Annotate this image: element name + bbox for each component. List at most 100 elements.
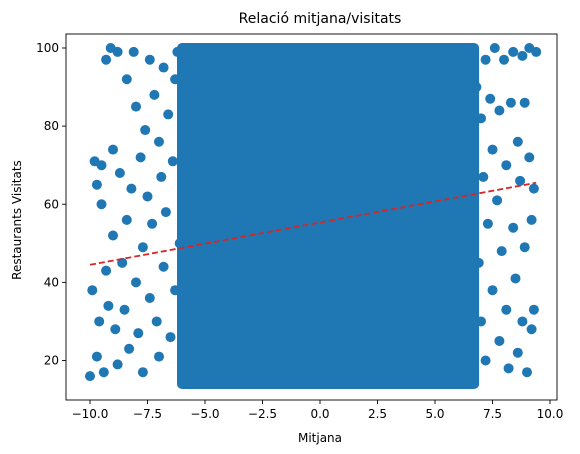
x-tick-label: 10.0 xyxy=(537,407,564,421)
scatter-point xyxy=(170,74,181,85)
chart-title: Relació mitjana/visitats xyxy=(239,11,402,27)
scatter-point xyxy=(165,332,176,343)
trend-line xyxy=(89,181,537,266)
scatter-point xyxy=(167,156,178,167)
x-tick-label: −5.0 xyxy=(190,407,219,421)
scatter-point xyxy=(119,304,130,315)
scatter-point xyxy=(508,46,519,57)
scatter-point xyxy=(478,171,489,182)
scatter-point xyxy=(526,324,537,335)
scatter-point xyxy=(494,105,505,116)
scatter-point xyxy=(524,152,535,163)
scatter-point xyxy=(492,195,503,206)
dense-point-cloud xyxy=(177,43,480,389)
scatter-point xyxy=(124,343,135,354)
scatter-point xyxy=(121,74,132,85)
scatter-point xyxy=(147,218,158,229)
scatter-point xyxy=(510,273,521,284)
scatter-point xyxy=(517,50,528,61)
scatter-point xyxy=(121,214,132,225)
scatter-point xyxy=(519,242,530,253)
scatter-point xyxy=(110,324,121,335)
scatter-point xyxy=(505,97,516,108)
scatter-point xyxy=(128,46,139,57)
scatter-point xyxy=(499,54,509,65)
scatter-point xyxy=(494,335,505,346)
scatter-point xyxy=(154,136,164,147)
scatter-point xyxy=(149,89,160,100)
scatter-point xyxy=(126,183,137,194)
x-axis: −10.0 −7.5 −5.0 −2.5 0.0 2.5 5.0 7.5 10.0 xyxy=(72,400,564,421)
y-tick-label: 40 xyxy=(44,275,59,289)
scatter-point xyxy=(156,171,167,182)
scatter-point xyxy=(480,54,491,65)
x-axis-label: Mitjana xyxy=(298,431,342,445)
scatter-point xyxy=(172,46,183,57)
scatter-point xyxy=(158,62,169,73)
x-tick-label: 5.0 xyxy=(425,407,444,421)
x-tick-label: −2.5 xyxy=(248,407,277,421)
scatter-point xyxy=(142,191,153,202)
scatter-point xyxy=(515,175,526,186)
scatter-point xyxy=(131,277,141,288)
scatter-point xyxy=(144,54,155,65)
scatter-point xyxy=(503,363,514,374)
scatter-point xyxy=(133,328,144,339)
scatter-point xyxy=(112,46,123,57)
x-tick-label: −10.0 xyxy=(72,407,109,421)
scatter-point xyxy=(170,285,181,296)
scatter-point xyxy=(508,222,519,233)
scatter-point xyxy=(174,238,185,249)
scatter-point xyxy=(528,183,539,194)
scatter-point xyxy=(480,355,491,366)
scatter-point xyxy=(487,144,498,155)
x-tick-label: −7.5 xyxy=(133,407,162,421)
plot-frame xyxy=(65,33,558,401)
scatter-point xyxy=(131,101,141,112)
scatter-point xyxy=(496,246,507,257)
scatter-point xyxy=(103,300,114,311)
scatter-point xyxy=(108,144,118,155)
scatter-point xyxy=(519,97,530,108)
scatter-point xyxy=(91,351,102,362)
scatter-point xyxy=(526,214,537,225)
scatter-point xyxy=(101,54,112,65)
scatter-point xyxy=(501,160,512,171)
scatter-point xyxy=(158,261,169,272)
scatter-point xyxy=(522,367,532,378)
scatter-point xyxy=(487,285,498,296)
scatter-point xyxy=(87,285,98,296)
scatter-point xyxy=(137,367,148,378)
scatter-point xyxy=(160,207,171,218)
scatter-point xyxy=(117,257,128,268)
y-axis: 20 40 60 80 100 xyxy=(36,41,66,368)
scatter-point xyxy=(473,257,484,268)
scatter-point xyxy=(94,316,105,327)
scatter-point xyxy=(485,93,496,104)
scatter-point xyxy=(528,304,539,315)
y-tick-label: 100 xyxy=(36,41,59,55)
scatter-point xyxy=(501,304,512,315)
scatter-point xyxy=(114,168,125,178)
y-tick-label: 20 xyxy=(44,354,59,368)
scatter-point xyxy=(471,82,482,93)
x-tick-label: 7.5 xyxy=(483,407,502,421)
scatter-point xyxy=(163,109,174,120)
scatter-point xyxy=(98,367,109,378)
scatter-point xyxy=(489,43,500,53)
scatter-point xyxy=(531,46,542,57)
scatter-points-layer xyxy=(85,43,542,382)
scatter-point xyxy=(517,316,528,327)
scatter-point xyxy=(151,316,162,327)
y-axis-label: Restaurants Visitats xyxy=(10,160,24,280)
x-tick-label: 2.5 xyxy=(368,407,387,421)
scatter-point xyxy=(140,125,151,136)
scatter-point xyxy=(91,179,102,190)
scatter-point xyxy=(476,316,486,327)
y-tick-label: 80 xyxy=(44,119,59,133)
scatter-point xyxy=(101,265,112,276)
dense-points-layer xyxy=(177,43,480,389)
scatter-point xyxy=(96,199,107,210)
scatter-point xyxy=(108,230,118,241)
